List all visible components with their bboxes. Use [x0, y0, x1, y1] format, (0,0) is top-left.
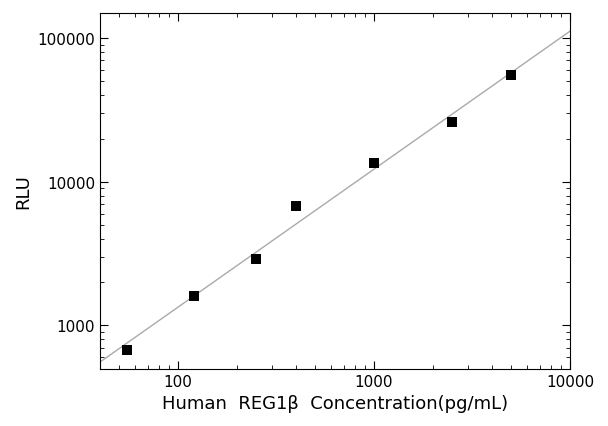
- Y-axis label: RLU: RLU: [14, 174, 32, 209]
- Point: [188, 293, 198, 300]
- Point: [291, 203, 301, 210]
- Point: [506, 73, 516, 80]
- Point: [369, 160, 379, 167]
- Point: [447, 120, 457, 127]
- X-axis label: Human  REG1β  Concentration(pg/mL): Human REG1β Concentration(pg/mL): [162, 394, 508, 412]
- Point: [122, 346, 132, 353]
- Point: [251, 256, 261, 263]
